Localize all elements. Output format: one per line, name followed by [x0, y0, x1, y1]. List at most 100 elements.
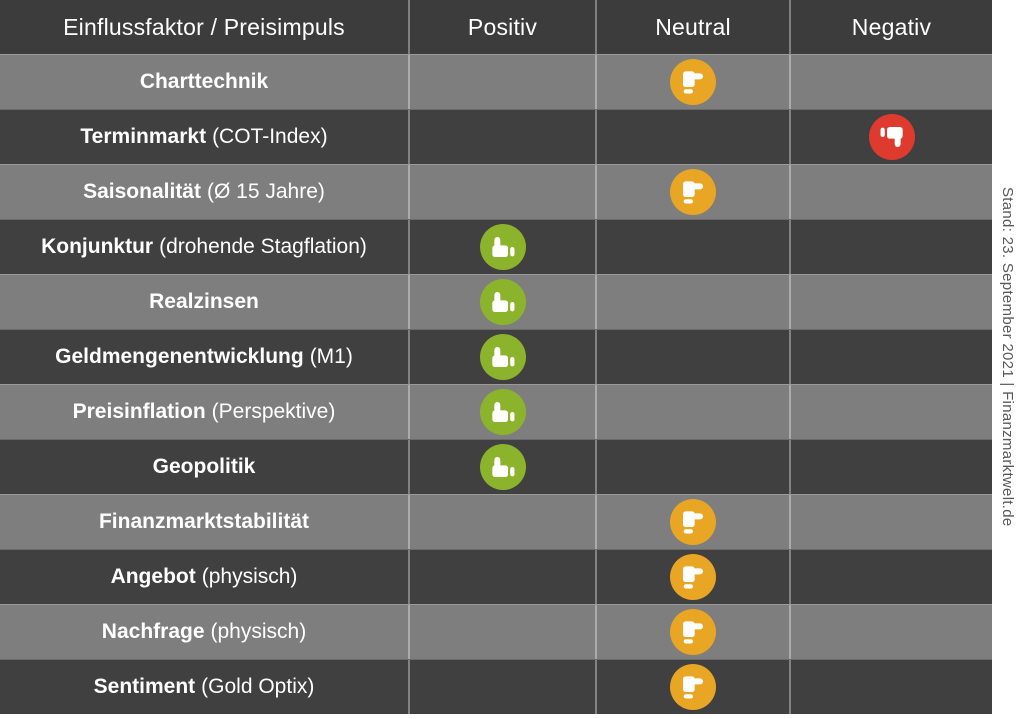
rating-cell-positiv [408, 55, 595, 109]
table-header-row: Einflussfaktor / Preisimpuls Positiv Neu… [0, 0, 992, 54]
factor-label-cell: Geldmengenentwicklung (M1) [0, 330, 408, 384]
rating-cell-neutral [595, 440, 789, 494]
rating-cell-negativ [789, 275, 992, 329]
factor-name: Terminmarkt [80, 125, 207, 148]
rating-cell-positiv [408, 110, 595, 164]
rating-cell-negativ [789, 385, 992, 439]
table-row: Angebot (physisch) [0, 549, 992, 604]
thumb-neutral-icon [670, 554, 716, 600]
factor-label-cell: Terminmarkt (COT-Index) [0, 110, 408, 164]
rating-cell-positiv [408, 330, 595, 384]
table-row: Realzinsen [0, 274, 992, 329]
factor-detail: (COT-Index) [212, 125, 328, 148]
rating-cell-positiv [408, 385, 595, 439]
thumb-neutral-icon [670, 499, 716, 545]
rating-cell-neutral [595, 495, 789, 549]
rating-cell-negativ [789, 110, 992, 164]
table-row: Saisonalität (Ø 15 Jahre) [0, 164, 992, 219]
rating-cell-negativ [789, 605, 992, 659]
rating-cell-negativ [789, 55, 992, 109]
thumb-down-icon [868, 114, 915, 160]
rating-cell-negativ [789, 495, 992, 549]
factors-table: Einflussfaktor / Preisimpuls Positiv Neu… [0, 0, 992, 714]
factor-detail: (drohende Stagflation) [159, 235, 367, 258]
factor-label-cell: Finanzmarktstabilität [0, 495, 408, 549]
rating-cell-neutral [595, 605, 789, 659]
rating-cell-positiv [408, 275, 595, 329]
factor-name: Geldmengenentwicklung [55, 345, 304, 368]
table-row: Nachfrage (physisch) [0, 604, 992, 659]
table-row: Charttechnik [0, 54, 992, 109]
table-row: Finanzmarktstabilität [0, 494, 992, 549]
factor-detail: (M1) [309, 345, 353, 368]
factor-name: Geopolitik [152, 455, 256, 478]
table-row: Terminmarkt (COT-Index) [0, 109, 992, 164]
column-header-neutral: Neutral [595, 0, 789, 54]
rating-cell-neutral [595, 330, 789, 384]
rating-cell-positiv [408, 605, 595, 659]
factor-label-cell: Sentiment (Gold Optix) [0, 660, 408, 714]
column-header-positiv: Positiv [408, 0, 595, 54]
rating-cell-positiv [408, 550, 595, 604]
thumb-neutral-icon [670, 59, 716, 105]
rating-cell-neutral [595, 550, 789, 604]
table-row: Konjunktur (drohende Stagflation) [0, 219, 992, 274]
rating-cell-positiv [408, 165, 595, 219]
factor-name: Realzinsen [149, 290, 259, 313]
factor-label-cell: Preisinflation (Perspektive) [0, 385, 408, 439]
table-row: Sentiment (Gold Optix) [0, 659, 992, 714]
rating-cell-neutral [595, 220, 789, 274]
rating-cell-negativ [789, 330, 992, 384]
factor-label-cell: Charttechnik [0, 55, 408, 109]
factor-detail: (physisch) [210, 620, 307, 643]
thumb-up-icon [479, 334, 526, 380]
rating-cell-positiv [408, 660, 595, 714]
factor-name: Saisonalität [83, 180, 201, 203]
rating-cell-neutral [595, 110, 789, 164]
factor-name: Sentiment [93, 675, 196, 698]
column-header-factor: Einflussfaktor / Preisimpuls [63, 13, 345, 40]
factor-name: Konjunktur [41, 235, 154, 258]
factor-detail: (physisch) [201, 565, 298, 588]
rating-cell-neutral [595, 165, 789, 219]
thumb-neutral-icon [670, 664, 716, 710]
factor-name: Finanzmarktstabilität [98, 510, 310, 533]
rating-cell-negativ [789, 440, 992, 494]
factor-name: Preisinflation [72, 400, 206, 423]
thumb-up-icon [479, 444, 526, 490]
thumb-up-icon [479, 224, 526, 270]
rating-cell-positiv [408, 495, 595, 549]
table-row: Geopolitik [0, 439, 992, 494]
rating-cell-negativ [789, 550, 992, 604]
thumb-up-icon [479, 389, 526, 435]
rating-cell-positiv [408, 440, 595, 494]
thumb-neutral-icon [670, 609, 716, 655]
factor-detail: (Perspektive) [211, 400, 336, 423]
table-row: Geldmengenentwicklung (M1) [0, 329, 992, 384]
factor-label-cell: Nachfrage (physisch) [0, 605, 408, 659]
rating-cell-neutral [595, 385, 789, 439]
rating-cell-negativ [789, 660, 992, 714]
rating-cell-neutral [595, 275, 789, 329]
factor-label-cell: Angebot (physisch) [0, 550, 408, 604]
factor-name: Angebot [110, 565, 196, 588]
rating-cell-neutral [595, 660, 789, 714]
source-note-text: Stand: 23. September 2021 | Finanzmarktw… [999, 187, 1016, 527]
rating-cell-negativ [789, 165, 992, 219]
factor-detail: (Ø 15 Jahre) [206, 180, 325, 203]
factor-label-cell: Konjunktur (drohende Stagflation) [0, 220, 408, 274]
factor-detail: (Gold Optix) [201, 675, 315, 698]
factor-label-cell: Realzinsen [0, 275, 408, 329]
factor-label-cell: Geopolitik [0, 440, 408, 494]
column-header-negativ: Negativ [789, 0, 992, 54]
factor-name: Nachfrage [101, 620, 205, 643]
source-note: Stand: 23. September 2021 | Finanzmarktw… [992, 0, 1023, 714]
rating-cell-positiv [408, 220, 595, 274]
factor-label-cell: Saisonalität (Ø 15 Jahre) [0, 165, 408, 219]
thumb-up-icon [479, 279, 526, 325]
table-row: Preisinflation (Perspektive) [0, 384, 992, 439]
rating-cell-negativ [789, 220, 992, 274]
thumb-neutral-icon [670, 169, 716, 215]
rating-cell-neutral [595, 55, 789, 109]
factor-name: Charttechnik [139, 70, 269, 93]
